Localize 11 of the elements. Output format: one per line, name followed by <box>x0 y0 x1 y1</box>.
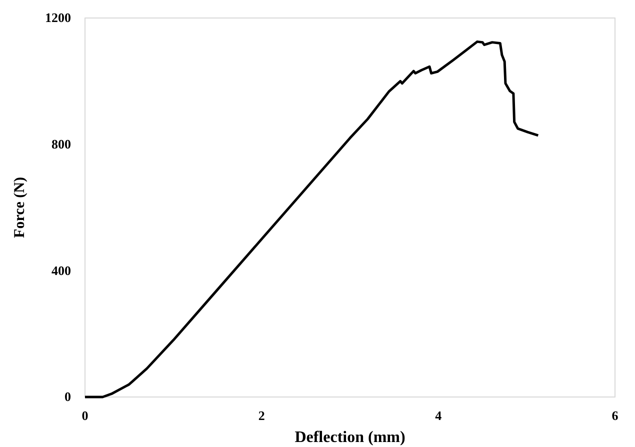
y-tick-label: 1200 <box>45 10 71 26</box>
x-tick-label: 2 <box>258 408 265 424</box>
x-tick-label: 6 <box>612 408 619 424</box>
line-series <box>84 40 540 398</box>
x-tick-label: 4 <box>435 408 442 424</box>
x-axis-title: Deflection (mm) <box>294 429 406 446</box>
x-tick-label: 0 <box>82 408 88 424</box>
y-tick-label: 800 <box>52 136 71 152</box>
y-tick-label: 400 <box>52 262 71 278</box>
y-tick-label: 0 <box>64 389 71 404</box>
y-axis-title: Force (N) <box>12 177 28 238</box>
